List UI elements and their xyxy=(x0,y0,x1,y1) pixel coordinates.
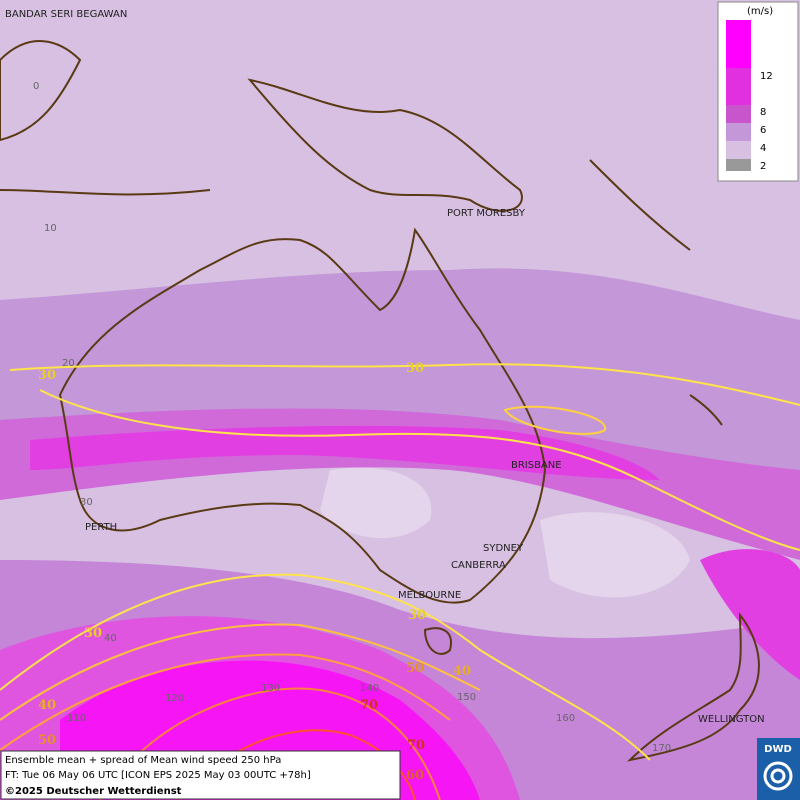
logo-icon xyxy=(770,768,786,784)
logo-icon xyxy=(763,761,793,791)
city-label: MELBOURNE xyxy=(398,590,461,601)
contour-label: 40 xyxy=(38,698,56,713)
contour-label: 40 xyxy=(453,664,471,679)
grid-label: 130 xyxy=(261,683,280,694)
contour-label: 70 xyxy=(360,698,378,713)
contour-label: 30 xyxy=(84,626,102,641)
legend-swatch xyxy=(726,141,751,159)
wind-band xyxy=(540,512,690,598)
contours xyxy=(0,363,800,800)
legend-swatch xyxy=(726,159,751,171)
info-box xyxy=(0,750,401,800)
contour-label: 50 xyxy=(406,661,424,676)
legend-tick: 6 xyxy=(760,125,766,136)
contour-label: 70 xyxy=(407,738,425,753)
grid-label: 0 xyxy=(33,81,39,92)
grid-label: 160 xyxy=(556,713,575,724)
wind-band xyxy=(320,467,432,539)
legend-tick: 4 xyxy=(760,143,766,154)
contour-label: 50 xyxy=(38,733,56,748)
grid-label: 150 xyxy=(457,692,476,703)
logo-text: DWD xyxy=(764,744,792,755)
city-label: CANBERRA xyxy=(451,560,506,571)
grid-label: 40 xyxy=(104,633,117,644)
legend-swatch xyxy=(726,20,751,68)
grid-label: 10 xyxy=(44,223,57,234)
grid-label: 140 xyxy=(360,683,379,694)
city-label: BANDAR SERI BEGAWAN xyxy=(5,9,127,20)
grid-label: 20 xyxy=(62,358,75,369)
contour-label: 30 xyxy=(406,361,424,376)
legend-tick: 2 xyxy=(760,161,766,172)
contour-label: 60 xyxy=(406,768,424,783)
legend-swatch xyxy=(726,123,751,141)
city-label: BRISBANE xyxy=(511,460,562,471)
legend-tick: 8 xyxy=(760,107,766,118)
city-label: PERTH xyxy=(85,522,117,533)
info-line: FT: Tue 06 May 06 UTC [ICON EPS 2025 May… xyxy=(5,770,311,781)
city-label: SYDNEY xyxy=(483,543,524,554)
legend: (m/s) 12 8 6 4 2 xyxy=(717,1,799,182)
legend-unit: (m/s) xyxy=(747,6,773,17)
grid-label: 110 xyxy=(67,713,86,724)
wind-band xyxy=(700,549,800,680)
legend-tick: 12 xyxy=(760,71,773,82)
contour-label: 30 xyxy=(38,368,56,383)
legend-swatch xyxy=(726,105,751,123)
city-label: WELLINGTON xyxy=(698,714,765,725)
contour-label: 30 xyxy=(408,608,426,623)
city-label: PORT MORESBY xyxy=(447,208,526,219)
legend-swatch xyxy=(726,68,751,105)
grid-label: 30 xyxy=(80,497,93,508)
coastlines xyxy=(0,40,760,762)
wind-band xyxy=(0,268,800,480)
info-line: Ensemble mean + spread of Mean wind spee… xyxy=(5,755,281,766)
grid-label: 120 xyxy=(165,693,184,704)
info-line: ©2025 Deutscher Wetterdienst xyxy=(5,786,182,797)
grid-label: 170 xyxy=(652,743,671,754)
